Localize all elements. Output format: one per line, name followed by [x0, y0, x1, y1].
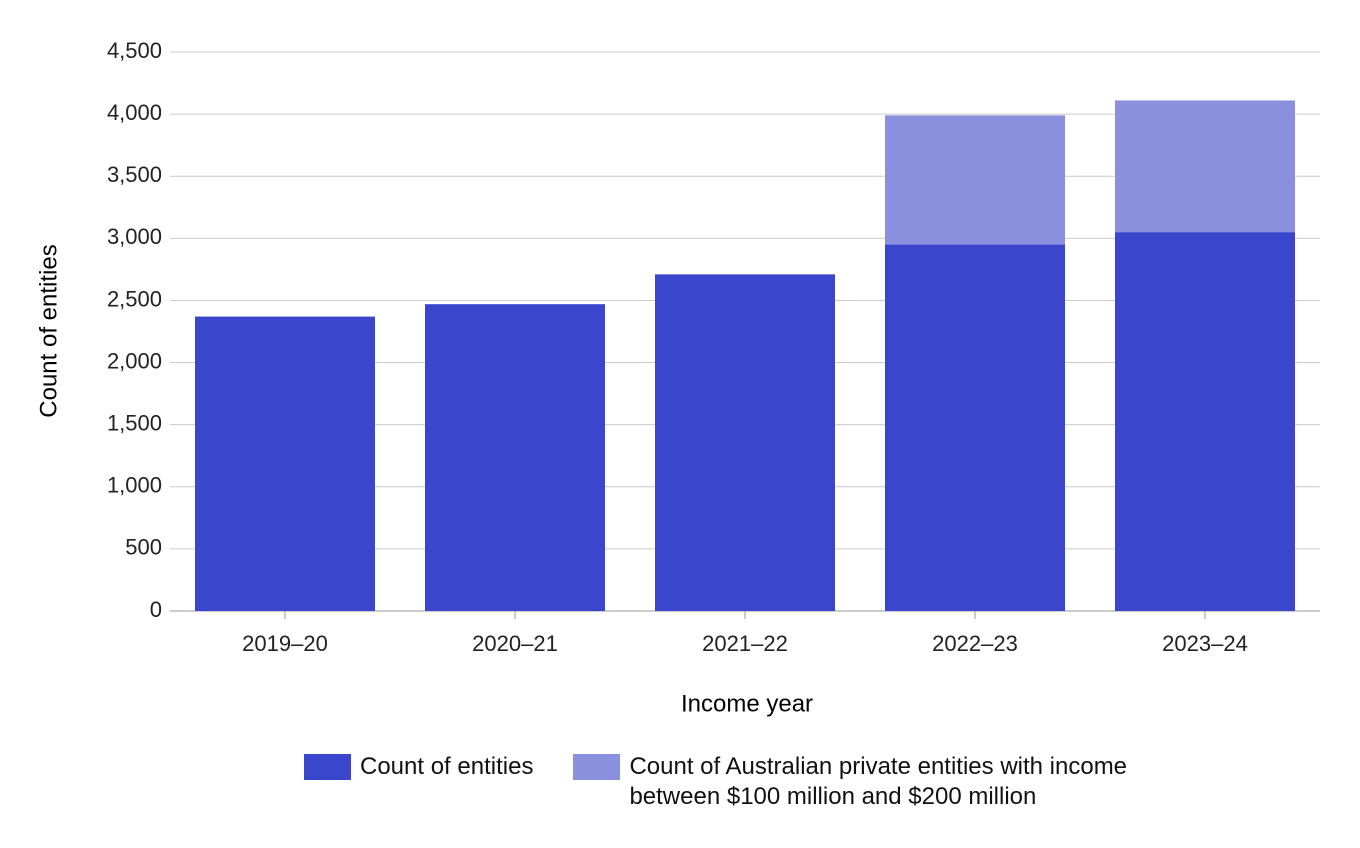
legend-item: Count of Australian private entities wit…: [573, 752, 1189, 812]
bar: [885, 244, 1065, 612]
bar: [1115, 100, 1295, 233]
legend-item: Count of entities: [304, 752, 533, 782]
x-axis-title: Income year: [681, 690, 813, 717]
y-tick-label: 2,500: [107, 286, 162, 311]
legend-label: Count of Australian private entities wit…: [629, 753, 1128, 810]
x-tick-label: 2020–21: [472, 631, 558, 656]
y-tick-label: 4,000: [107, 100, 162, 125]
y-tick-label: 3,500: [107, 162, 162, 187]
bar: [655, 274, 835, 611]
legend-swatch: [304, 754, 351, 780]
legend-label: Count of entities: [360, 753, 534, 780]
y-tick-label: 0: [150, 597, 162, 622]
bar: [195, 316, 375, 611]
y-tick-label: 500: [125, 535, 162, 560]
y-axis-title: Count of entities: [35, 244, 62, 417]
x-tick-label: 2023–24: [1162, 631, 1248, 656]
x-tick-label: 2021–22: [702, 631, 788, 656]
legend: Count of entities Count of Australian pri…: [304, 752, 1189, 812]
y-tick-label: 4,500: [107, 38, 162, 63]
x-tick-label: 2022–23: [932, 631, 1018, 656]
y-tick-label: 1,500: [107, 410, 162, 435]
y-tick-label: 2,000: [107, 348, 162, 373]
y-tick-label: 1,000: [107, 473, 162, 498]
bar: [885, 115, 1065, 245]
y-tick-label: 3,000: [107, 224, 162, 249]
legend-swatch: [573, 754, 621, 780]
bar: [425, 304, 605, 611]
x-tick-label: 2019–20: [242, 631, 328, 656]
bar: [1115, 232, 1295, 611]
